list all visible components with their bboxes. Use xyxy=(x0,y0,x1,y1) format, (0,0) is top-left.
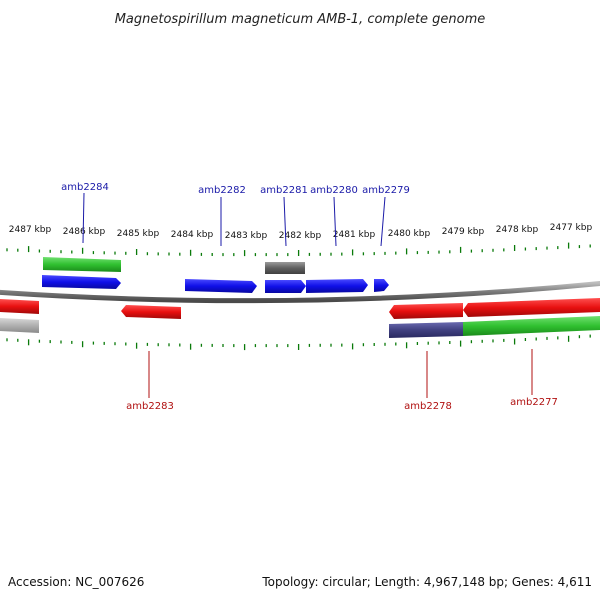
scale-label: 2477 kbp xyxy=(550,223,593,233)
gene-amb2282[interactable] xyxy=(185,279,257,293)
topology-label: Topology: circular; Length: 4,967,148 bp… xyxy=(261,575,592,589)
scale-label: 2486 kbp xyxy=(63,227,106,237)
scale-label: 2482 kbp xyxy=(279,231,322,241)
gene-amb2278[interactable] xyxy=(389,303,463,319)
scale-labels: 2487 kbp 2486 kbp 2485 kbp 2484 kbp 2483… xyxy=(9,223,593,241)
gene-label-amb2284[interactable]: amb2284 xyxy=(61,182,109,193)
reverse-strand-features xyxy=(0,298,600,338)
gene-amb2283[interactable] xyxy=(121,305,181,319)
scale-label: 2485 kbp xyxy=(117,229,160,239)
scale-ticks-outer xyxy=(6,242,591,257)
scale-label: 2484 kbp xyxy=(171,230,214,240)
gene-label-amb2282[interactable]: amb2282 xyxy=(198,185,246,196)
gene-label-amb2281[interactable]: amb2281 xyxy=(260,185,308,196)
scale-label: 2479 kbp xyxy=(442,227,485,237)
gene-label-amb2279[interactable]: amb2279 xyxy=(362,185,410,196)
map-title: Magnetospirillum magneticum AMB-1, compl… xyxy=(115,12,486,27)
scale-label: 2478 kbp xyxy=(496,225,539,235)
indigo-feature[interactable] xyxy=(389,322,463,338)
accession-label: Accession: NC_007626 xyxy=(8,575,144,589)
scale-label: 2481 kbp xyxy=(333,230,376,240)
genome-backbone xyxy=(0,280,600,304)
gene-label-amb2283[interactable]: amb2283 xyxy=(126,401,174,412)
gene-label-leaders xyxy=(82,192,533,398)
gene-label-amb2280[interactable]: amb2280 xyxy=(310,185,358,196)
scale-label: 2483 kbp xyxy=(225,231,268,241)
rna-feature-right[interactable] xyxy=(463,316,600,336)
gray-feature-left[interactable] xyxy=(0,318,39,333)
scale-label: 2480 kbp xyxy=(388,229,431,239)
gene-amb2279[interactable] xyxy=(374,279,389,292)
gene-labels: amb2284 amb2282 amb2281 amb2280 amb2279 … xyxy=(61,182,558,412)
gene-amb2277[interactable] xyxy=(463,298,600,317)
pseudo-feature[interactable] xyxy=(265,262,305,274)
rna-feature[interactable] xyxy=(43,257,121,272)
gene-label-amb2278[interactable]: amb2278 xyxy=(404,401,452,412)
reverse-feature-left[interactable] xyxy=(0,299,39,314)
gene-amb2284[interactable] xyxy=(42,275,121,289)
gene-amb2281[interactable] xyxy=(265,280,306,293)
gene-label-amb2277[interactable]: amb2277 xyxy=(510,397,558,408)
forward-strand-features xyxy=(42,257,389,293)
scale-ticks-inner xyxy=(6,334,591,351)
scale-label: 2487 kbp xyxy=(9,225,52,235)
gene-amb2280[interactable] xyxy=(306,279,368,293)
